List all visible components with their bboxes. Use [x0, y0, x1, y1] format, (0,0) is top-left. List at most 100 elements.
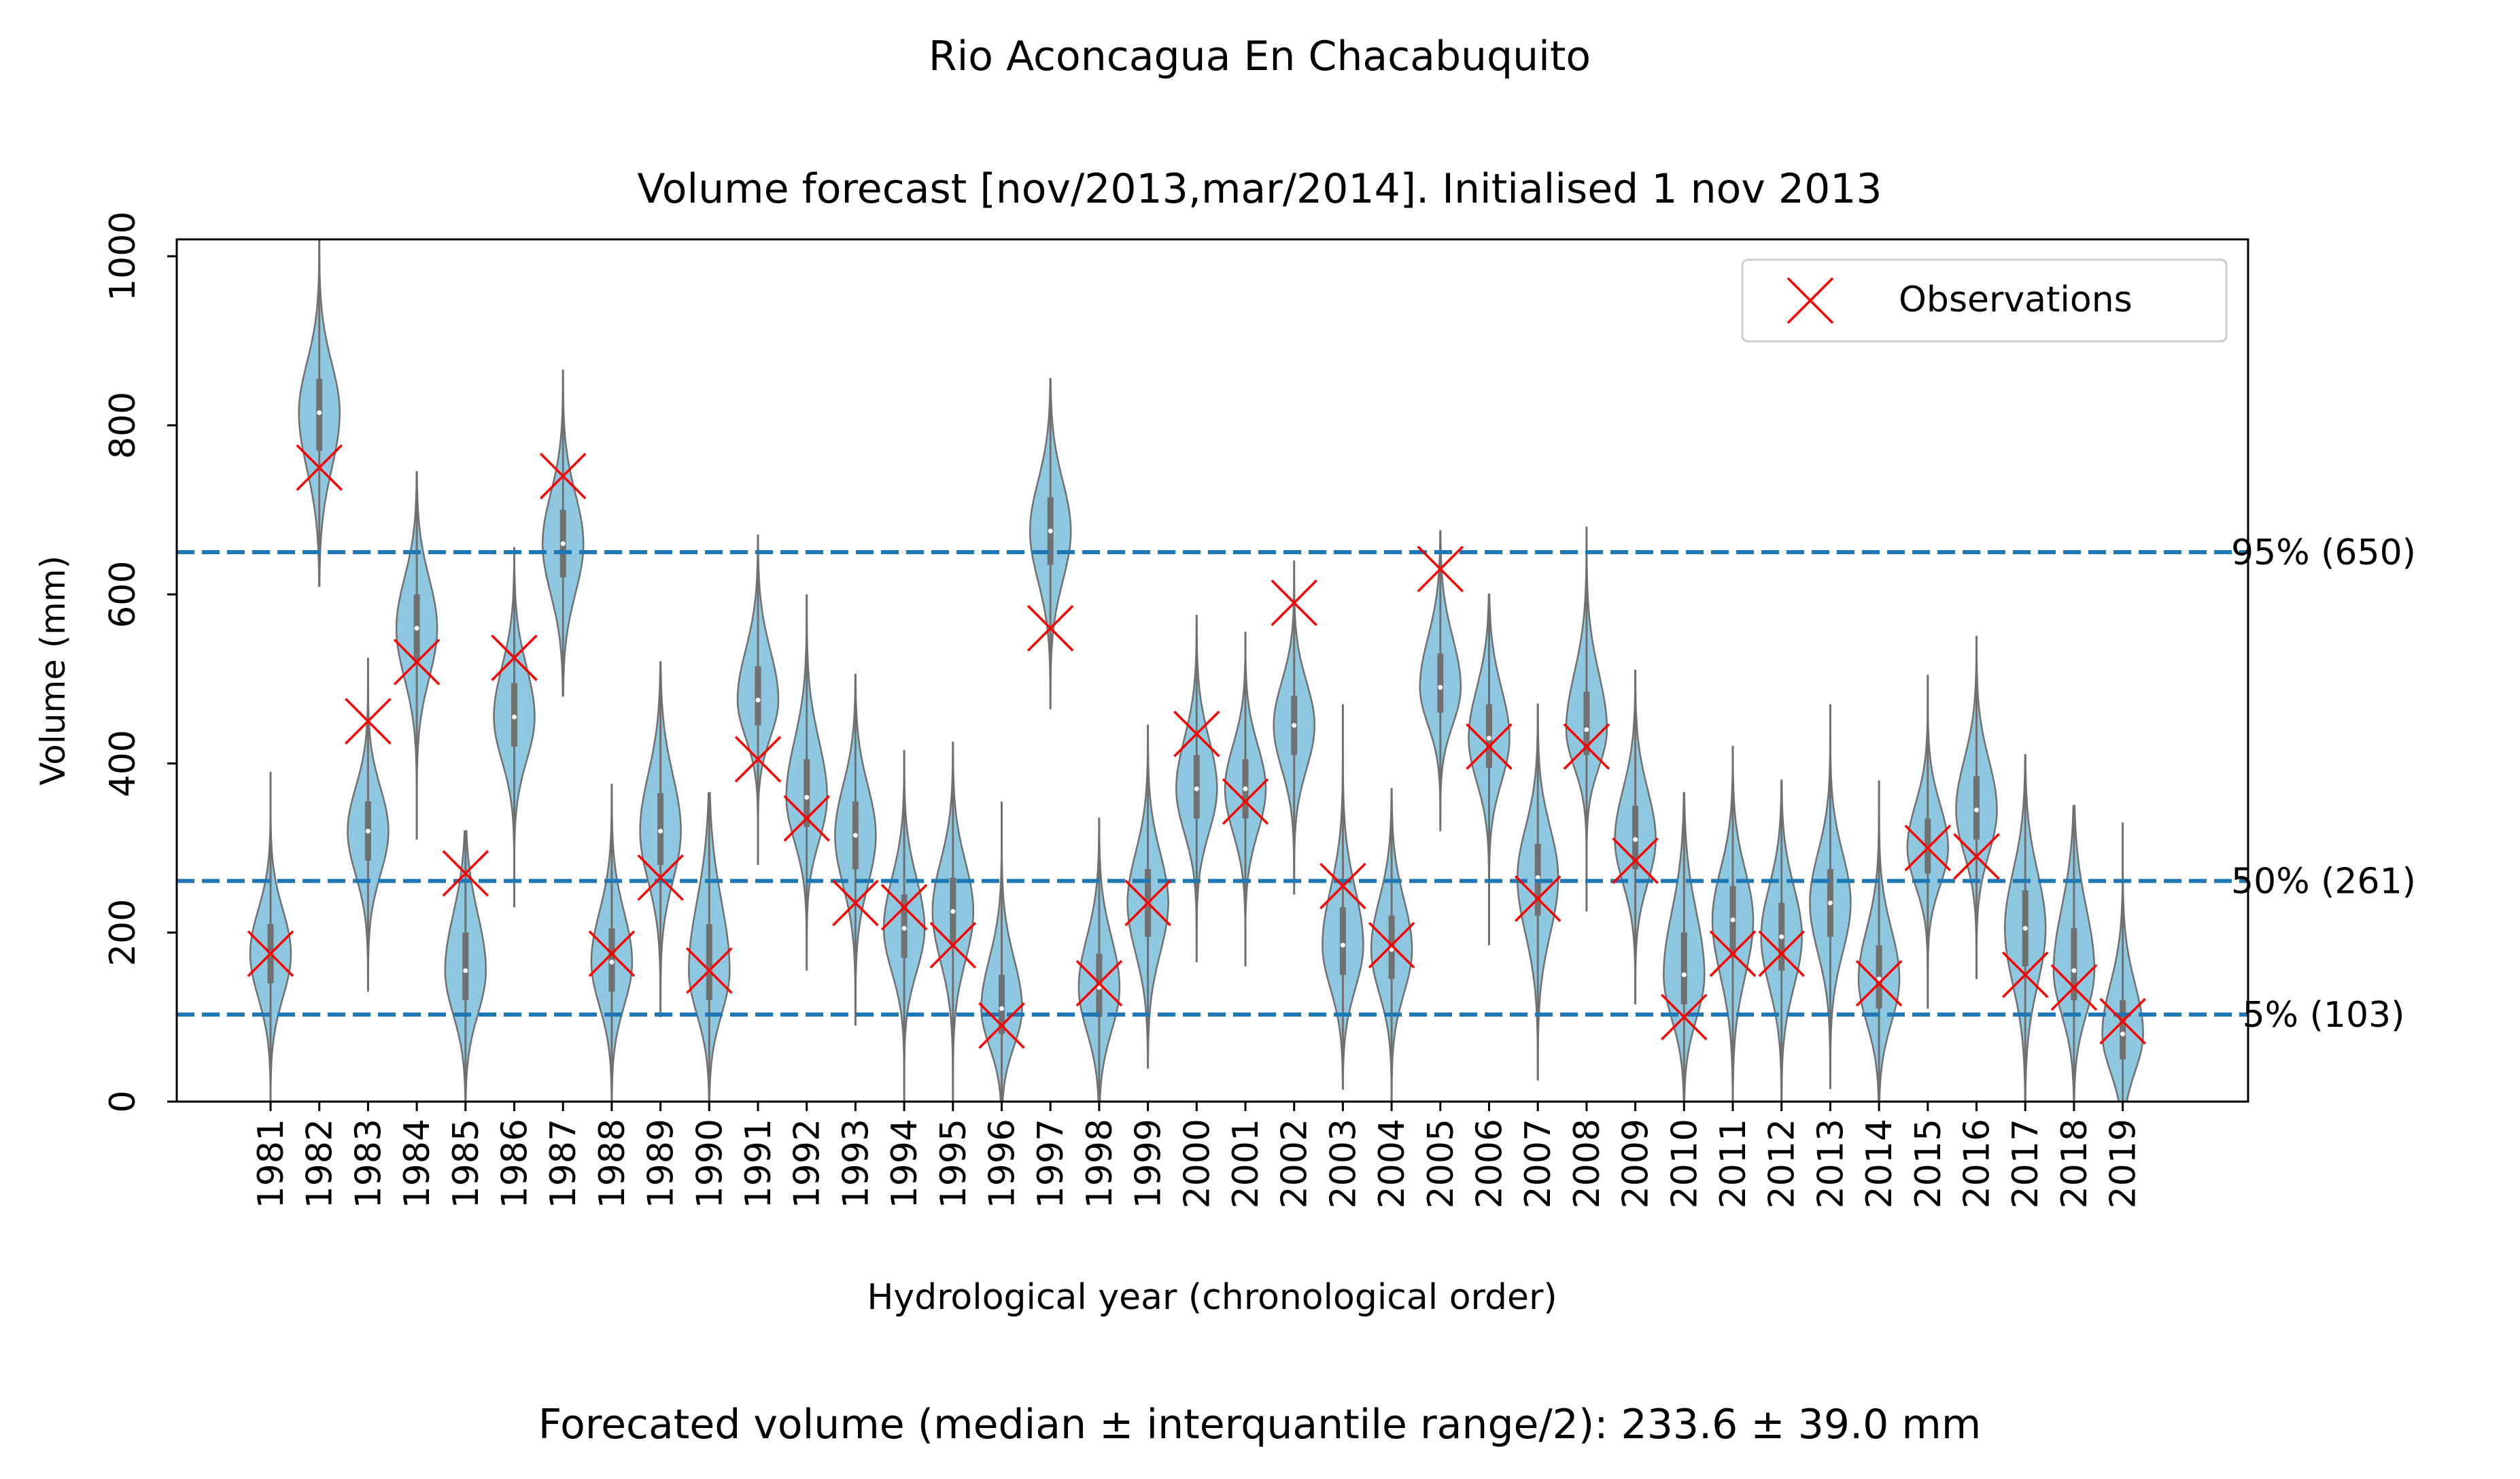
observation-stroke	[539, 452, 587, 500]
y-tick-label: 200	[103, 899, 143, 966]
x-tick-label: 1992	[787, 1119, 828, 1208]
observation-stroke	[1709, 930, 1757, 977]
observation-marker	[2099, 998, 2146, 1045]
violin-median	[999, 1006, 1004, 1011]
observation-marker	[783, 795, 830, 842]
violin-median	[658, 828, 663, 834]
x-tick-label: 1996	[982, 1119, 1023, 1208]
violin-median	[1974, 807, 1979, 813]
x-tick-label: 2004	[1372, 1119, 1413, 1208]
observation-stroke	[929, 921, 977, 969]
violin-median	[1389, 947, 1394, 952]
observation-stroke	[1758, 930, 1805, 977]
x-tick-label: 1989	[641, 1119, 682, 1208]
violin-median	[317, 410, 322, 415]
observation-stroke	[345, 698, 392, 745]
observation-stroke	[1026, 605, 1074, 652]
violin-median	[512, 714, 517, 719]
observation-stroke	[393, 639, 441, 685]
x-tick-label: 2006	[1470, 1119, 1511, 1208]
violin-median	[1779, 934, 1784, 940]
x-tick-label: 2005	[1421, 1119, 1462, 1208]
violin-median	[1292, 723, 1297, 728]
observation-marker	[2001, 951, 2049, 998]
x-axis-label: Hydrological year (chronological order)	[867, 1277, 1557, 1318]
observation-marker	[1661, 993, 1708, 1040]
observation-marker	[1368, 921, 1415, 969]
y-tick-label: 1000	[103, 211, 143, 301]
x-tick-label: 2012	[1762, 1119, 1803, 1208]
x-tick-label: 1999	[1128, 1119, 1169, 1208]
observation-marker	[588, 930, 636, 977]
violin-median	[1730, 917, 1736, 923]
violin-median	[365, 828, 370, 834]
observation-stroke	[832, 879, 879, 927]
observation-marker	[1758, 930, 1805, 977]
observation-marker	[929, 921, 977, 969]
observation-marker	[637, 854, 684, 901]
y-axis: 0 200 400 600 800 1000	[103, 211, 177, 1113]
violin-median	[1633, 837, 1638, 843]
violins-layer	[249, 238, 2144, 1103]
x-tick-label: 2010	[1664, 1119, 1705, 1208]
observation-stroke	[1466, 723, 1513, 770]
observation-stroke	[1953, 833, 2000, 880]
legend: Observations	[1741, 258, 2228, 343]
x-tick-label: 1985	[446, 1119, 487, 1208]
x-tick-label: 1987	[543, 1119, 584, 1208]
observation-stroke	[2099, 998, 2146, 1045]
legend-entry-observations: Observations	[1899, 279, 2133, 320]
x-tick-label: 1998	[1080, 1119, 1120, 1208]
observation-stroke	[734, 736, 782, 783]
observations-layer	[247, 444, 2146, 1049]
observation-stroke	[442, 850, 489, 897]
reference-line-label: 95% (650)	[2231, 532, 2416, 573]
observation-stroke	[1222, 778, 1269, 825]
observation-marker	[345, 698, 392, 745]
reference-lines-layer: 95% (650) 50% (261) 5% (103)	[177, 532, 2416, 1036]
observation-marker	[1319, 862, 1366, 910]
x-tick-label: 1994	[884, 1119, 925, 1208]
observation-marker	[296, 444, 343, 491]
y-tick-label: 800	[103, 392, 143, 459]
observation-stroke	[783, 795, 830, 842]
observation-stroke	[1124, 879, 1171, 927]
x-tick-label: 2019	[2103, 1119, 2144, 1208]
observation-marker	[832, 879, 879, 927]
y-tick-label: 600	[103, 560, 143, 628]
observation-stroke	[1368, 921, 1415, 969]
x-tick-label: 1986	[495, 1119, 536, 1208]
observation-marker	[1953, 833, 2000, 880]
observation-marker	[1124, 879, 1171, 927]
observation-stroke	[1417, 545, 1464, 593]
legend-marker-cross	[1787, 277, 1834, 324]
violin-median	[1584, 727, 1589, 732]
plot-frame	[175, 238, 2249, 1103]
x-tick-label: 1993	[835, 1119, 876, 1208]
violin-median	[609, 959, 615, 965]
x-tick-label: 1983	[348, 1119, 389, 1208]
violin-median	[950, 908, 956, 914]
violin-median	[804, 794, 810, 800]
observation-marker	[2050, 964, 2098, 1011]
observation-marker	[539, 452, 587, 500]
y-axis-label: Volume (mm)	[33, 556, 73, 785]
violin-median	[1097, 985, 1102, 990]
x-tick-label: 1997	[1031, 1119, 1071, 1208]
x-tick-label: 2017	[2005, 1119, 2046, 1208]
x-tick-label: 1984	[397, 1119, 438, 1208]
observation-stroke	[1661, 993, 1708, 1040]
violin-median	[852, 832, 858, 838]
x-tick-label: 2003	[1323, 1119, 1364, 1208]
x-tick-label: 1995	[933, 1119, 974, 1208]
violin-median	[414, 626, 419, 631]
observation-marker	[978, 1002, 1025, 1049]
x-tick-label: 2001	[1226, 1119, 1266, 1208]
chart-title: Volume forecast [nov/2013,mar/2014]. Ini…	[637, 165, 1882, 213]
observation-stroke	[880, 883, 928, 931]
observation-stroke	[491, 634, 538, 681]
x-tick-label: 2008	[1567, 1119, 1608, 1208]
violin-median	[560, 541, 566, 547]
x-tick-label: 1988	[592, 1119, 633, 1208]
